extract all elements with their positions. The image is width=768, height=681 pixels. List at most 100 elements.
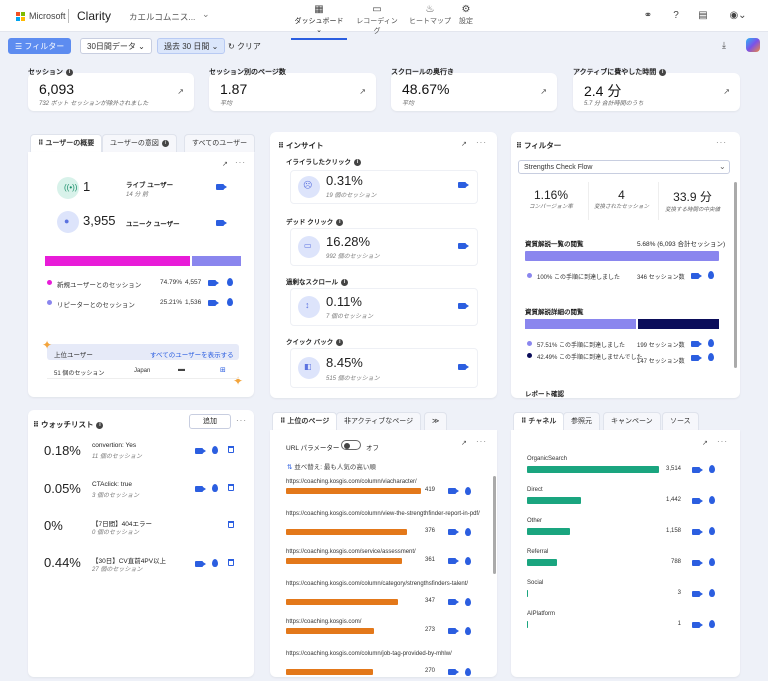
tab-user-overview[interactable]: ⠿ ユーザーの概要 [30,134,103,152]
heatmap-icon[interactable] [212,559,218,567]
chart-icon[interactable]: ↗ [461,141,467,148]
heatmap-icon[interactable] [212,484,218,492]
heatmap-icon[interactable] [708,271,714,279]
info-icon[interactable]: i [96,422,104,429]
heatmap-icon[interactable] [227,298,233,306]
recordings-icon[interactable] [691,355,702,361]
tab-referrers[interactable]: 参照元 [563,412,600,430]
help-icon[interactable]: ? [673,10,679,21]
tab-all-users[interactable]: すべてのユーザー [184,134,256,152]
page-row[interactable]: https://coaching.kosgis.com/column/viach… [286,478,481,508]
delete-icon[interactable] [228,521,234,528]
product-name[interactable]: Clarity [77,9,112,23]
recordings-icon[interactable] [448,529,459,535]
recordings-icon[interactable] [208,300,219,306]
sort-control[interactable]: ⇅ 並べ替え: 最も人気の高い順 [287,464,376,471]
url-param-toggle[interactable] [341,440,361,450]
heatmap-icon[interactable] [212,446,218,454]
recordings-icon[interactable] [458,243,469,249]
channel-row[interactable]: AIPlatform 1 [527,611,727,637]
page-url[interactable]: https://coaching.kosgis.com/column/view-… [286,511,480,517]
heatmap-icon[interactable] [708,353,714,361]
heatmap-icon[interactable] [709,465,715,473]
recordings-icon[interactable] [208,280,219,286]
nav-dashboard[interactable]: ▦ ダッシュボード ⌄ [291,4,347,40]
chart-icon[interactable]: ↗ [723,87,730,96]
recordings-icon[interactable] [195,486,206,492]
recordings-icon[interactable] [692,560,703,566]
page-row[interactable]: https://coaching.kosgis.com/service/asse… [286,548,481,578]
chart-icon[interactable]: ↗ [540,87,547,96]
tab-channels[interactable]: ⠿ チャネル [513,412,565,430]
channel-row[interactable]: Direct 1,442 [527,487,727,513]
heatmap-icon[interactable] [709,496,715,504]
share-icon[interactable]: ⚭ [643,10,653,21]
page-row[interactable]: https://coaching.kosgis.com/column/categ… [286,580,481,610]
nav-heatmaps[interactable]: ♨ ヒートマップ [409,4,451,25]
page-url[interactable]: https://coaching.kosgis.com/column/categ… [286,581,469,587]
recordings-icon[interactable] [458,182,469,188]
period-dropdown[interactable]: 過去 30 日間 ⌄ [157,38,226,54]
more-icon[interactable]: ··· [716,138,727,147]
tab-user-intent[interactable]: ユーザーの意図 i [102,134,177,152]
tab-inactive-pages[interactable]: 非アクティブなページ [336,412,422,430]
recordings-icon[interactable] [691,273,702,279]
channel-row[interactable]: Social 3 [527,580,727,606]
chart-icon[interactable]: ↗ [222,161,228,168]
account-icon[interactable]: ◉⌄ [729,10,747,21]
recordings-icon[interactable] [692,529,703,535]
heatmap-icon[interactable] [465,528,471,536]
recordings-icon[interactable] [692,591,703,597]
heatmap-icon[interactable] [465,487,471,495]
more-icon[interactable]: ··· [235,158,246,167]
recordings-icon[interactable] [692,467,703,473]
chart-icon[interactable]: ↗ [702,440,708,447]
heatmap-icon[interactable] [708,339,714,347]
recordings-icon[interactable] [448,599,459,605]
more-icon[interactable]: ··· [476,138,487,147]
project-selector[interactable]: カエルコムニス... [129,12,196,22]
recordings-icon[interactable] [692,498,703,504]
delete-icon[interactable] [228,559,234,566]
document-icon[interactable]: ▤ [698,10,708,21]
chart-icon[interactable]: ↗ [177,87,184,96]
info-icon[interactable]: i [66,69,73,76]
heatmap-icon[interactable] [465,557,471,565]
recordings-icon[interactable] [448,558,459,564]
recordings-icon[interactable] [691,341,702,347]
tab-sources[interactable]: ソース [662,412,699,430]
clear-button[interactable]: ↻ クリア [228,42,261,51]
chevron-down-icon[interactable]: ⌄ [202,9,210,19]
chart-icon[interactable]: ↗ [359,87,366,96]
top-user-row[interactable] [47,363,239,379]
copilot-icon[interactable] [746,38,760,52]
channel-row[interactable]: OrganicSearch 3,514 [527,456,727,482]
info-icon[interactable]: i [659,69,667,76]
tab-more[interactable]: ≫ [424,412,448,430]
scrollbar[interactable] [493,476,496,574]
add-watch-button[interactable]: 追加 [189,414,231,429]
heatmap-icon[interactable] [227,278,233,286]
page-row[interactable]: https://coaching.kosgis.com/column/view-… [286,510,481,540]
heatmap-icon[interactable] [465,598,471,606]
chart-icon[interactable]: ↗ [461,440,467,447]
channel-row[interactable]: Other 1,158 [527,518,727,544]
heatmap-icon[interactable] [709,558,715,566]
delete-icon[interactable] [228,446,234,453]
more-icon[interactable]: ··· [717,437,728,446]
scrollbar[interactable] [734,182,737,368]
recordings-icon[interactable] [692,622,703,628]
heatmap-icon[interactable] [709,589,715,597]
page-url[interactable]: https://coaching.kosgis.com/service/asse… [286,549,416,555]
tab-top-pages[interactable]: ⠿ 上位のページ [272,412,338,430]
nav-settings[interactable]: ⚙ 設定 [456,4,476,26]
heatmap-icon[interactable] [709,527,715,535]
download-icon[interactable]: ⤓ [722,40,726,50]
recordings-icon[interactable] [216,184,227,190]
data-range-dropdown[interactable]: 30日間データ ⌄ [80,38,152,54]
page-url[interactable]: https://coaching.kosgis.com/column/viach… [286,479,417,485]
recordings-icon[interactable] [216,220,227,226]
recordings-icon[interactable] [195,448,206,454]
filter-button[interactable]: ☰ フィルター [8,38,72,54]
page-row[interactable]: https://coaching.kosgis.com/column/job-t… [286,650,481,680]
